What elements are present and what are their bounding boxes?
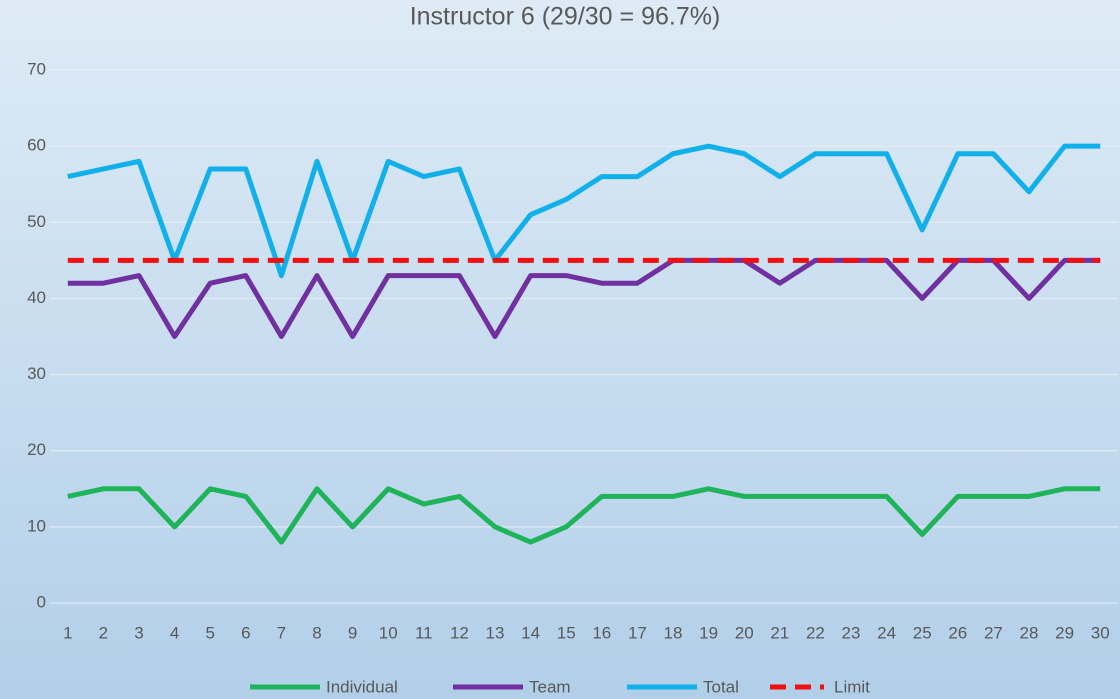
- x-tick-label: 9: [348, 623, 357, 642]
- x-tick-label: 5: [205, 623, 214, 642]
- x-tick-label: 22: [806, 623, 825, 642]
- legend-label: Team: [529, 677, 571, 696]
- line-series: [67, 257, 1101, 339]
- x-tick-label: 19: [699, 623, 718, 642]
- y-tick-label: 30: [27, 364, 46, 383]
- x-tick-label: 4: [170, 623, 179, 642]
- x-tick-label: 16: [592, 623, 611, 642]
- x-tick-label: 15: [557, 623, 576, 642]
- y-tick-label: 40: [27, 288, 46, 307]
- legend-label: Total: [703, 677, 739, 696]
- x-tick-label: 14: [521, 623, 540, 642]
- x-tick-label: 27: [984, 623, 1003, 642]
- y-tick-label: 60: [27, 136, 46, 155]
- y-tick-label: 50: [27, 212, 46, 231]
- x-tick-label: 30: [1091, 623, 1110, 642]
- y-tick-label: 10: [27, 516, 46, 535]
- x-tick-label: 6: [241, 623, 250, 642]
- x-tick-label: 24: [877, 623, 896, 642]
- x-tick-label: 1: [63, 623, 72, 642]
- x-tick-label: 17: [628, 623, 647, 642]
- x-tick-label: 2: [99, 623, 108, 642]
- x-tick-label: 21: [770, 623, 789, 642]
- x-tick-label: 11: [415, 623, 433, 642]
- x-tick-label: 28: [1020, 623, 1039, 642]
- y-tick-label: 70: [27, 59, 46, 78]
- x-tick-label: 10: [379, 623, 398, 642]
- x-tick-label: 7: [277, 623, 286, 642]
- y-tick-label: 0: [37, 592, 46, 611]
- y-tick-label: 20: [27, 440, 46, 459]
- x-tick-label: 13: [486, 623, 505, 642]
- x-tick-label: 18: [664, 623, 683, 642]
- x-tick-label: 8: [312, 623, 321, 642]
- x-tick-label: 3: [134, 623, 143, 642]
- legend-label: Individual: [326, 677, 398, 696]
- x-tick-label: 26: [948, 623, 967, 642]
- x-tick-label: 12: [450, 623, 469, 642]
- x-tick-label: 29: [1055, 623, 1074, 642]
- x-tick-label: 20: [735, 623, 754, 642]
- legend-label: Limit: [834, 677, 870, 696]
- x-tick-label: 25: [913, 623, 932, 642]
- line-series: [67, 143, 1101, 279]
- chart-title: Instructor 6 (29/30 = 96.7%): [410, 3, 721, 31]
- line-series: [67, 486, 1101, 545]
- x-tick-label: 23: [842, 623, 861, 642]
